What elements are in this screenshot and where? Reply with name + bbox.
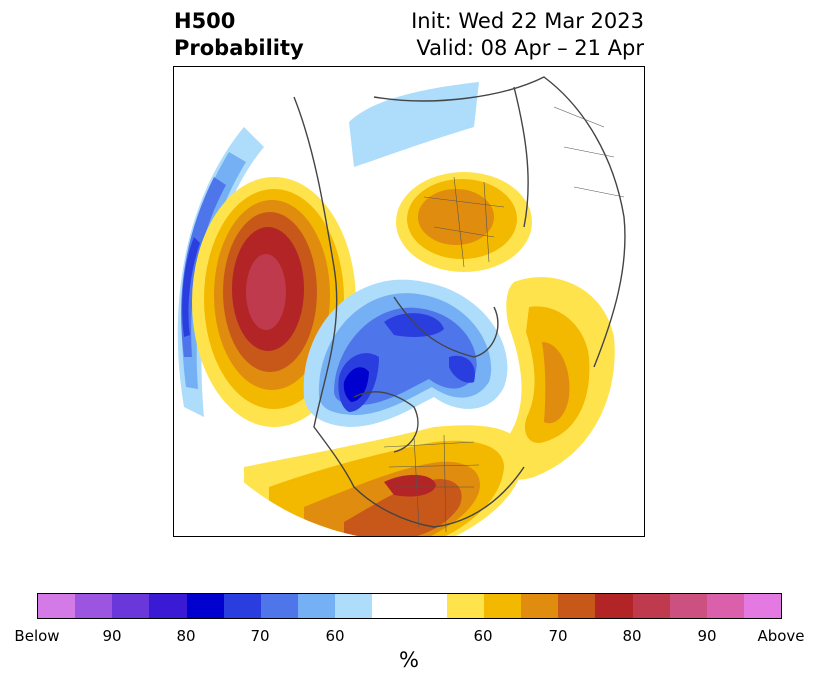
anomaly-siberia <box>349 82 479 167</box>
colorbar-tick-label: 90 <box>102 627 122 645</box>
colorbar-tick-label: 70 <box>250 627 270 645</box>
colorbar-segment <box>521 594 559 618</box>
title-variable: H500 <box>174 9 236 33</box>
colorbar-segment <box>595 594 633 618</box>
colorbar-segment <box>372 594 410 618</box>
colorbar-segment <box>260 594 299 618</box>
colorbar-segment <box>38 594 76 618</box>
colorbar-tick-label: Above <box>757 627 805 645</box>
colorbar-segment <box>558 594 596 618</box>
colorbar-tick-label: 80 <box>176 627 196 645</box>
colorbar-tick-label: Below <box>14 627 60 645</box>
colorbar <box>37 593 782 619</box>
colorbar-segment <box>669 594 707 618</box>
anomaly-north-atlantic-europe <box>495 277 615 480</box>
colorbar-segment <box>446 594 484 618</box>
colorbar-segment <box>632 594 670 618</box>
coastlines <box>293 76 626 528</box>
colorbar-segment <box>223 594 261 618</box>
colorbar-segment <box>483 594 522 618</box>
colorbar-tick-label: 60 <box>473 627 493 645</box>
probability-map <box>173 66 645 537</box>
title-valid-range: Valid: 08 Apr – 21 Apr <box>416 36 644 60</box>
colorbar-segment <box>75 594 113 618</box>
colorbar-tick-label: 90 <box>697 627 717 645</box>
anomaly-scandinavia-russia <box>396 172 532 272</box>
colorbar-segment <box>186 594 224 618</box>
map-svg <box>174 67 644 536</box>
colorbar-segment <box>706 594 744 618</box>
colorbar-segment <box>335 594 373 618</box>
anomaly-arctic-canada <box>303 279 508 427</box>
colorbar-tick-label: 70 <box>548 627 568 645</box>
colorbar-segment <box>149 594 187 618</box>
borders <box>383 106 625 533</box>
title-product: Probability <box>174 36 304 60</box>
colorbar-segment <box>112 594 150 618</box>
colorbar-tick-label: 60 <box>325 627 345 645</box>
title-right: Init: Wed 22 Mar 2023 Valid: 08 Apr – 21… <box>411 8 644 62</box>
anomaly-eastern-united-states <box>244 425 525 536</box>
anomaly-northeast-pacific <box>192 177 356 427</box>
colorbar-segment <box>743 594 782 618</box>
title-left: H500 Probability <box>174 8 304 62</box>
colorbar-label: % <box>399 648 419 672</box>
colorbar-segment <box>298 594 336 618</box>
title-init-date: Init: Wed 22 Mar 2023 <box>411 9 644 33</box>
colorbar-tick-label: 80 <box>622 627 642 645</box>
colorbar-segment <box>409 594 447 618</box>
